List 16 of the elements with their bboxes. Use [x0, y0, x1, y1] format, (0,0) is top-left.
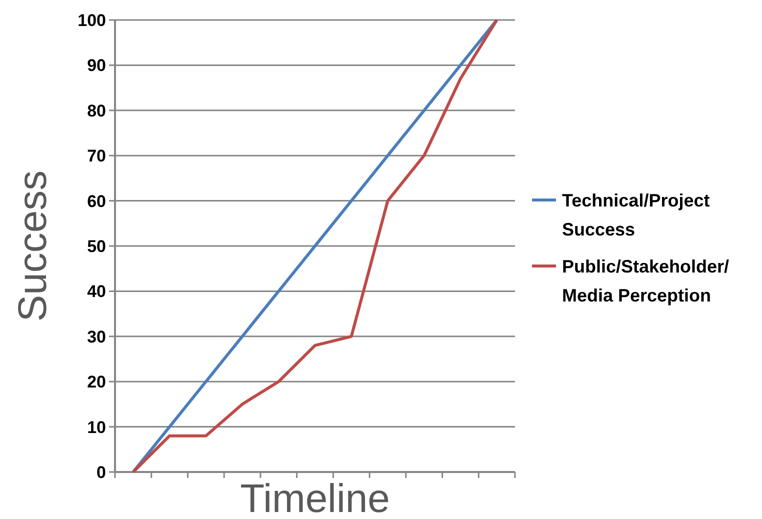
y-tick-label: 90 — [87, 56, 106, 76]
x-axis-title: Timeline — [240, 477, 390, 519]
y-axis-title: Success — [11, 170, 55, 322]
y-tick-label: 80 — [87, 101, 106, 120]
y-tick-label: 70 — [87, 146, 106, 166]
line-series — [132, 18, 498, 474]
legend-label: Technical/Project Success — [562, 190, 710, 240]
y-tick-label: 100 — [78, 10, 106, 30]
y-tick-label: 40 — [87, 282, 106, 302]
y-tick-label: 30 — [87, 327, 106, 346]
y-tick-label: 60 — [87, 192, 106, 211]
legend-label: Public/Stakeholder/ Media Perception — [562, 256, 730, 306]
y-tick-label: 50 — [87, 236, 106, 256]
y-tick-label: 20 — [87, 372, 106, 392]
y-tick-label: 10 — [87, 418, 106, 437]
y-tick-label: 0 — [96, 462, 106, 482]
